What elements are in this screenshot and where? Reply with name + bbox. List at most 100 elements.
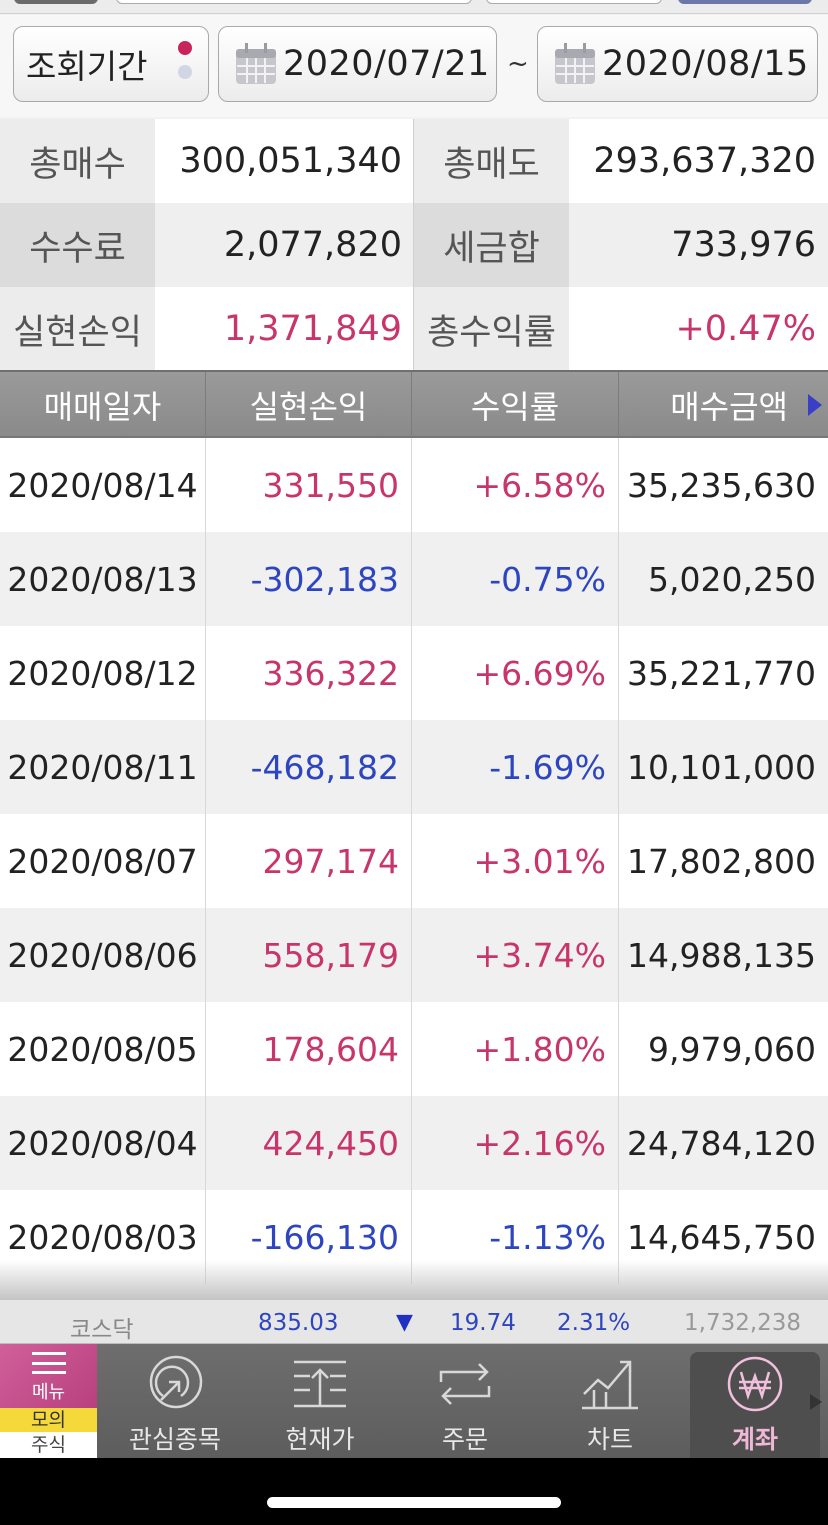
- top-toolbar-partial: [0, 0, 828, 14]
- period-toggle-dots[interactable]: [178, 41, 194, 89]
- return-rate: +6.58%: [412, 438, 619, 532]
- to-date-value: 2020/08/15: [602, 44, 809, 84]
- chart-icon: [582, 1360, 638, 1410]
- nav-label: 차트: [586, 1425, 633, 1454]
- total-sell-value: 293,637,320: [569, 119, 828, 203]
- nav-order[interactable]: 주문: [395, 1344, 535, 1458]
- mock-trading-badge-line1: 모의: [0, 1408, 97, 1432]
- realized-pnl: 424,450: [206, 1096, 412, 1190]
- won-icon: [727, 1356, 783, 1412]
- summary-grid: 총매수 300,051,340 총매도 293,637,320 수수료 2,07…: [0, 119, 828, 371]
- fee-value: 2,077,820: [155, 203, 414, 287]
- return-rate: -1.13%: [412, 1190, 619, 1284]
- nav-more-arrow-icon[interactable]: [810, 1394, 822, 1410]
- nav-label: 관심종목: [128, 1425, 221, 1454]
- trade-date: 2020/08/12: [0, 626, 206, 720]
- header-trade-date[interactable]: 매매일자: [0, 372, 206, 438]
- down-arrow-icon: ▼: [396, 1310, 413, 1335]
- table-header: 매매일자 실현손익 수익률 매수금액: [0, 370, 828, 438]
- toolbar-field-2[interactable]: [486, 0, 662, 4]
- nav-watchlist[interactable]: 관심종목: [105, 1344, 245, 1458]
- tax-total-label: 세금합: [414, 203, 569, 287]
- realized-pnl-label: 실현손익: [0, 287, 155, 371]
- return-rate: -0.75%: [412, 532, 619, 626]
- buy-amount: 35,235,630: [627, 465, 816, 505]
- toolbar-field-1[interactable]: [116, 0, 472, 4]
- period-selector: 조회기간 2020/07/21 ~: [0, 15, 828, 117]
- date-range-separator: ~: [507, 49, 529, 79]
- table-row[interactable]: 2020/08/14 331,550 +6.58% 35,235,630: [0, 438, 828, 532]
- to-date-button[interactable]: 2020/08/15: [537, 26, 818, 102]
- trade-table-body[interactable]: 2020/08/14 331,550 +6.58% 35,235,630 202…: [0, 438, 828, 1300]
- return-rate: -1.69%: [412, 720, 619, 814]
- buy-amount: 14,645,750: [627, 1217, 816, 1257]
- summary-row: 수수료 2,077,820 세금합 733,976: [0, 203, 828, 287]
- realized-pnl: 336,322: [206, 626, 412, 720]
- nav-label: 계좌: [731, 1425, 778, 1454]
- app-screen: 조회기간 2020/07/21 ~: [0, 0, 828, 1458]
- index-name: 코스닥: [70, 1317, 134, 1343]
- realized-pnl: -166,130: [206, 1190, 412, 1284]
- menu-button[interactable]: 메뉴 모의 주식: [0, 1344, 97, 1458]
- bottom-nav: 메뉴 모의 주식 관심종목 현재가 주문: [0, 1344, 828, 1458]
- dot-inactive-icon: [178, 65, 192, 79]
- table-row[interactable]: 2020/08/06 558,179 +3.74% 14,988,135: [0, 908, 828, 1002]
- nav-chart[interactable]: 차트: [540, 1344, 680, 1458]
- table-row[interactable]: 2020/08/12 336,322 +6.69% 35,221,770: [0, 626, 828, 720]
- buy-amount: 35,221,770: [627, 653, 816, 693]
- home-indicator[interactable]: [267, 1497, 561, 1508]
- menu-label: 메뉴: [31, 1382, 66, 1403]
- realized-pnl: 331,550: [206, 438, 412, 532]
- nav-current-price[interactable]: 현재가: [250, 1344, 390, 1458]
- index-change-pct: 2.31%: [557, 1310, 631, 1336]
- watchlist-icon: [149, 1355, 203, 1409]
- trade-date: 2020/08/05: [0, 1002, 206, 1096]
- nav-label: 주문: [441, 1425, 488, 1454]
- total-buy-label: 총매수: [0, 119, 155, 203]
- summary-divider: [413, 119, 414, 370]
- calendar-icon: [236, 43, 276, 84]
- trade-date: 2020/08/07: [0, 814, 206, 908]
- index-ticker[interactable]: 코스닥 835.03 ▼ 19.74 2.31% 1,732,238: [0, 1300, 828, 1344]
- period-label-button[interactable]: 조회기간: [13, 26, 209, 102]
- toolbar-button-1[interactable]: [14, 0, 98, 4]
- index-change: 19.74: [450, 1310, 516, 1336]
- nav-label: 현재가: [285, 1425, 355, 1454]
- table-row[interactable]: 2020/08/11 -468,182 -1.69% 10,101,000: [0, 720, 828, 814]
- period-label: 조회기간: [26, 47, 148, 86]
- mock-trading-badge-line2: 주식: [0, 1432, 97, 1458]
- table-row[interactable]: 2020/08/07 297,174 +3.01% 17,802,800: [0, 814, 828, 908]
- from-date-value: 2020/07/21: [283, 44, 490, 84]
- return-rate: +1.80%: [412, 1002, 619, 1096]
- index-price: 835.03: [258, 1310, 339, 1336]
- realized-pnl: 558,179: [206, 908, 412, 1002]
- total-return-label: 총수익률: [414, 287, 569, 371]
- total-buy-value: 300,051,340: [155, 119, 414, 203]
- realized-pnl: -468,182: [206, 720, 412, 814]
- header-return-rate[interactable]: 수익률: [412, 372, 619, 438]
- realized-pnl: 178,604: [206, 1002, 412, 1096]
- order-icon: [439, 1363, 491, 1405]
- fee-label: 수수료: [0, 203, 155, 287]
- dot-active-icon: [178, 41, 192, 55]
- trade-date: 2020/08/13: [0, 532, 206, 626]
- header-realized-pnl[interactable]: 실현손익: [206, 372, 412, 438]
- summary-row: 실현손익 1,371,849 총수익률 +0.47%: [0, 287, 828, 371]
- toolbar-button-2[interactable]: [678, 0, 812, 4]
- nav-account[interactable]: 계좌: [690, 1352, 820, 1458]
- total-sell-label: 총매도: [414, 119, 569, 203]
- table-row[interactable]: 2020/08/05 178,604 +1.80% 9,979,060: [0, 1002, 828, 1096]
- trade-date: 2020/08/11: [0, 720, 206, 814]
- scroll-columns-right-icon[interactable]: [808, 394, 822, 416]
- return-rate: +3.74%: [412, 908, 619, 1002]
- table-row[interactable]: 2020/08/03 -166,130 -1.13% 14,645,750: [0, 1190, 828, 1284]
- trade-date: 2020/08/06: [0, 908, 206, 1002]
- table-row[interactable]: 2020/08/13 -302,183 -0.75% 5,020,250: [0, 532, 828, 626]
- index-volume: 1,732,238: [684, 1310, 802, 1336]
- buy-amount: 17,802,800: [627, 841, 816, 881]
- table-row[interactable]: 2020/08/04 424,450 +2.16% 24,784,120: [0, 1096, 828, 1190]
- from-date-button[interactable]: 2020/07/21: [218, 26, 497, 102]
- buy-amount: 10,101,000: [627, 747, 816, 787]
- header-buy-amount[interactable]: 매수금액: [670, 388, 788, 426]
- total-return-value: +0.47%: [569, 287, 828, 371]
